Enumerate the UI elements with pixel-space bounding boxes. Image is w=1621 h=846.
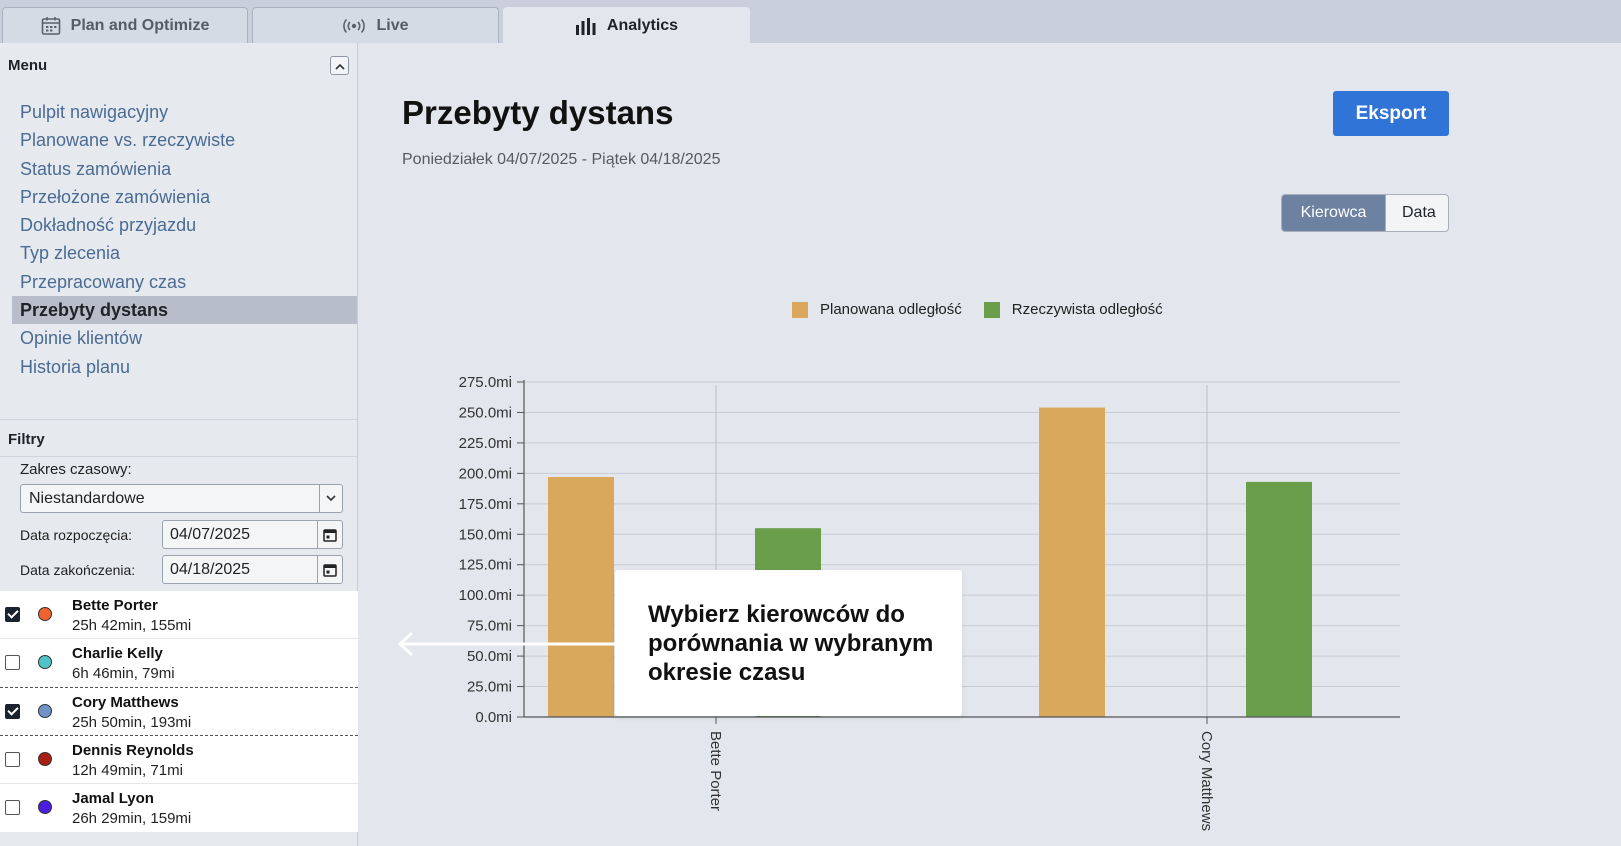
tab-live[interactable]: Live	[252, 7, 499, 43]
y-tick-label: 250.0mi	[459, 404, 512, 421]
collapse-menu-button[interactable]	[330, 56, 349, 75]
driver-color-dot	[38, 800, 52, 815]
legend-swatch-actual	[983, 301, 1000, 318]
y-tick-label: 75.0mi	[467, 618, 512, 635]
driver-stats: 25h 42min, 155mi	[72, 617, 192, 634]
driver-row[interactable]: Jamal Lyon 26h 29min, 159mi	[0, 784, 358, 832]
y-tick-label: 50.0mi	[467, 648, 512, 665]
driver-stats: 12h 49min, 71mi	[72, 761, 183, 779]
y-tick-label: 100.0mi	[459, 587, 512, 604]
y-tick-label: 275.0mi	[459, 374, 512, 391]
driver-checkbox[interactable]	[5, 607, 20, 622]
calendar-picker-icon[interactable]	[317, 556, 342, 583]
time-range-value: Niestandardowe	[29, 490, 145, 507]
calendar-picker-icon[interactable]	[317, 521, 342, 548]
menu-item-pulpit[interactable]: Pulpit nawigacyjny	[20, 102, 169, 122]
menu-item-distance-traveled[interactable]: Przebyty dystans	[12, 296, 357, 325]
chevron-down-icon	[319, 485, 342, 512]
end-date-value: 04/18/2025	[170, 561, 251, 578]
y-tick-label: 0.0mi	[475, 709, 512, 726]
toggle-driver[interactable]: Kierowca	[1282, 195, 1385, 231]
driver-color-dot	[38, 607, 52, 621]
menu-title: Menu	[8, 57, 48, 74]
y-tick-label: 200.0mi	[459, 465, 512, 482]
y-tick-label: 225.0mi	[459, 435, 512, 452]
bar-actual	[1246, 481, 1312, 717]
chevron-up-icon	[334, 57, 345, 75]
broadcast-icon	[342, 18, 366, 34]
tab-plan-and-optimize[interactable]: Plan and Optimize	[2, 7, 248, 43]
filters-title: Filtry	[0, 419, 358, 457]
driver-checkbox[interactable]	[5, 800, 20, 816]
driver-checkbox[interactable]	[5, 655, 20, 671]
tab-analytics[interactable]: Analytics	[503, 7, 750, 43]
x-tick-label: Cory Matthews	[1198, 731, 1215, 831]
driver-stats: 25h 50min, 193mi	[72, 713, 192, 731]
export-button[interactable]: Eksport	[1333, 91, 1449, 136]
driver-stats: 26h 29min, 159mi	[72, 810, 192, 828]
start-date-input[interactable]: 04/07/2025	[162, 520, 343, 549]
legend-label-planned: Planowana odległość	[820, 301, 962, 318]
driver-checkbox[interactable]	[5, 703, 20, 719]
chart-legend: Planowana odległość Rzeczywista odległoś…	[792, 301, 1185, 318]
driver-name: Charlie Kelly	[72, 645, 163, 663]
driver-color-dot	[38, 703, 52, 718]
menu-item-order-type[interactable]: Typ zlecenia	[20, 243, 121, 264]
y-tick-label: 150.0mi	[459, 526, 512, 543]
y-tick-label: 175.0mi	[459, 496, 512, 513]
date-range-subtitle: Poniedziałek 04/07/2025 - Piątek 04/18/2…	[402, 151, 721, 168]
legend-swatch-planned	[792, 301, 808, 318]
driver-row[interactable]: Dennis Reynolds 12h 49min, 71mi	[0, 736, 358, 785]
bar-chart-icon	[575, 17, 597, 35]
toggle-date[interactable]: Data	[1385, 195, 1448, 231]
start-date-label: Data rozpoczęcia:	[20, 527, 133, 543]
driver-name: Dennis Reynolds	[72, 741, 194, 759]
calendar-icon	[41, 16, 61, 36]
x-tick-label: Bette Porter	[707, 731, 724, 811]
arrow-left-icon	[397, 632, 618, 656]
menu-item-worked-time[interactable]: Przepracowany czas	[20, 271, 187, 292]
y-tick-label: 25.0mi	[467, 679, 512, 696]
time-range-label: Zakres czasowy:	[20, 461, 132, 478]
legend-label-actual: Rzeczywista odległość	[1011, 301, 1163, 318]
driver-list: Bette Porter 25h 42min, 155mi Charlie Ke…	[0, 591, 358, 833]
driver-row[interactable]: Charlie Kelly 6h 46min, 79mi	[0, 639, 358, 688]
driver-stats: 6h 46min, 79mi	[72, 665, 175, 683]
menu-list: Pulpit nawigacyjny Planowane vs. rzeczyw…	[12, 98, 357, 381]
menu-item-planned-vs-actual[interactable]: Planowane vs. rzeczywiste	[20, 130, 236, 151]
menu-item-order-status[interactable]: Status zamówienia	[20, 158, 172, 179]
end-date-label: Data zakończenia:	[20, 562, 136, 578]
menu-item-rescheduled-orders[interactable]: Przełożone zamówienia	[20, 186, 211, 207]
driver-row[interactable]: Bette Porter 25h 42min, 155mi	[0, 591, 358, 640]
end-date-input[interactable]: 04/18/2025	[162, 555, 343, 584]
menu-item-customer-reviews[interactable]: Opinie klientów	[20, 328, 143, 349]
driver-color-dot	[38, 655, 52, 670]
group-by-toggle: Kierowca Data	[1281, 194, 1449, 232]
tab-label: Live	[376, 16, 409, 34]
bar-planned	[1039, 407, 1105, 717]
menu-item-arrival-accuracy[interactable]: Dokładność przyjazdu	[20, 215, 197, 236]
callout-text: Wybierz kierowców do porównania w wybran…	[648, 601, 934, 686]
driver-name: Bette Porter	[72, 597, 158, 614]
page-title: Przebyty dystans	[402, 94, 674, 131]
driver-color-dot	[38, 751, 52, 766]
tab-label: Analytics	[606, 16, 679, 34]
driver-name: Cory Matthews	[72, 693, 179, 711]
driver-checkbox[interactable]	[5, 751, 20, 767]
time-range-select[interactable]: Niestandardowe	[20, 484, 343, 513]
tooltip-callout: Wybierz kierowców do porównania w wybran…	[615, 570, 962, 716]
top-tab-bar: Plan and Optimize Live Analytics	[0, 0, 1621, 43]
menu-item-plan-history[interactable]: Historia planu	[20, 356, 131, 377]
tab-label: Plan and Optimize	[70, 16, 210, 34]
start-date-value: 04/07/2025	[170, 526, 251, 543]
y-tick-label: 125.0mi	[459, 557, 512, 574]
bar-planned	[548, 477, 614, 717]
driver-row[interactable]: Cory Matthews 25h 50min, 193mi	[0, 688, 358, 736]
driver-name: Jamal Lyon	[72, 790, 154, 808]
